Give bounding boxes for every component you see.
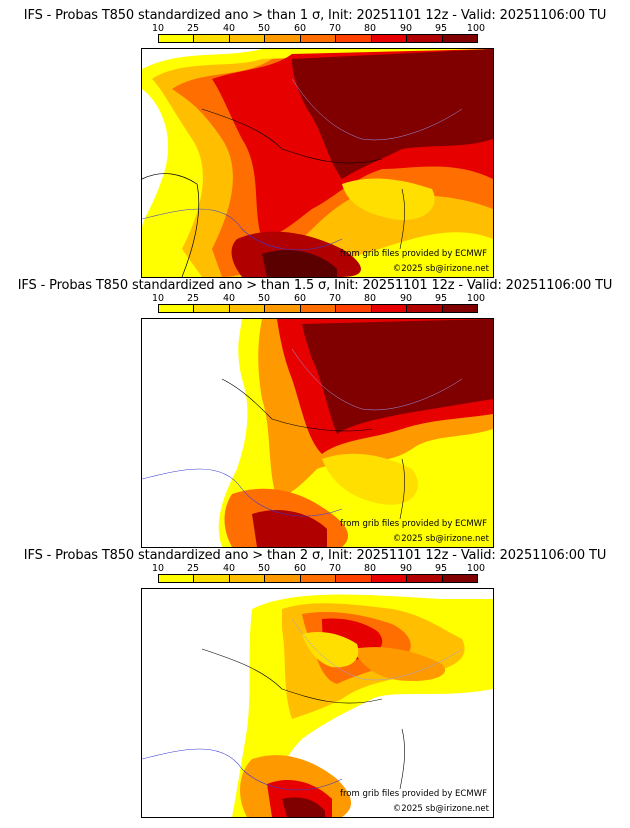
colorbar-label: 100 — [466, 563, 486, 574]
colorbar-swatch — [300, 305, 337, 312]
colorbar-swatch — [442, 305, 477, 312]
colorbar-label: 90 — [399, 563, 413, 574]
colorbar-swatch — [442, 575, 477, 582]
colorbar-label: 10 — [151, 563, 165, 574]
colorbar-label: 70 — [328, 293, 342, 304]
colorbar-label: 40 — [222, 23, 236, 34]
map-panel-2: IFS - Probas T850 standardized ano > tha… — [0, 278, 630, 548]
colorbar-label: 60 — [293, 563, 307, 574]
colorbar-swatch — [300, 575, 337, 582]
colorbar-swatch — [407, 35, 443, 42]
colorbar-label: 100 — [466, 293, 486, 304]
colorbar-label: 95 — [434, 23, 448, 34]
colorbar-swatch — [371, 305, 408, 312]
credit-copyright: ©2025 sb@irizone.net — [392, 264, 489, 274]
credit-copyright: ©2025 sb@irizone.net — [392, 534, 489, 544]
colorbar-swatch — [407, 305, 443, 312]
colorbar-swatch — [265, 575, 301, 582]
colorbar-swatch — [336, 35, 372, 42]
colorbar-label: 50 — [257, 293, 271, 304]
colorbar-label: 70 — [328, 563, 342, 574]
colorbar-label: 80 — [363, 23, 377, 34]
credit-source: from grib files provided by ECMWF — [340, 249, 487, 259]
map-canvas — [142, 49, 493, 277]
colorbar-label: 80 — [363, 563, 377, 574]
colorbar-label: 25 — [186, 293, 200, 304]
colorbar-swatch — [229, 575, 266, 582]
credit-copyright: ©2025 sb@irizone.net — [392, 804, 489, 814]
colorbar-swatch — [229, 35, 266, 42]
colorbar-label: 95 — [434, 563, 448, 574]
map-panel-3: IFS - Probas T850 standardized ano > tha… — [0, 548, 630, 818]
colorbar-label: 10 — [151, 23, 165, 34]
colorbar-label: 50 — [257, 563, 271, 574]
colorbar-label: 100 — [466, 23, 486, 34]
colorbar-swatch — [265, 305, 301, 312]
map-panel-1: IFS - Probas T850 standardized ano > tha… — [0, 8, 630, 278]
panel-title: IFS - Probas T850 standardized ano > tha… — [23, 548, 607, 563]
colorbar-label: 70 — [328, 23, 342, 34]
map-canvas — [142, 319, 493, 547]
colorbar-label: 25 — [186, 23, 200, 34]
panel-title: IFS - Probas T850 standardized ano > tha… — [23, 8, 607, 23]
colorbar — [158, 34, 478, 43]
colorbar-label: 10 — [151, 293, 165, 304]
colorbar-swatch — [194, 35, 230, 42]
colorbar-label: 90 — [399, 293, 413, 304]
colorbar-label: 60 — [293, 23, 307, 34]
colorbar-swatch — [194, 305, 230, 312]
colorbar-label: 40 — [222, 563, 236, 574]
map-canvas — [142, 589, 493, 817]
colorbar-label: 80 — [363, 293, 377, 304]
probability-map: from grib files provided by ECMWF ©2025 … — [141, 588, 494, 818]
colorbar-swatch — [336, 305, 372, 312]
colorbar-swatch — [159, 35, 195, 42]
credit-source: from grib files provided by ECMWF — [340, 789, 487, 799]
colorbar-label: 95 — [434, 293, 448, 304]
colorbar-swatch — [159, 575, 195, 582]
colorbar-label: 25 — [186, 563, 200, 574]
colorbar-swatch — [300, 35, 337, 42]
colorbar-swatch — [442, 35, 477, 42]
colorbar-labels: 10 25 40 50 60 70 80 90 95 100 — [150, 563, 495, 575]
credit-source: from grib files provided by ECMWF — [340, 519, 487, 529]
colorbar-swatch — [371, 575, 408, 582]
panel-title: IFS - Probas T850 standardized ano > tha… — [17, 278, 613, 293]
colorbar-label: 60 — [293, 293, 307, 304]
colorbar-swatch — [336, 575, 372, 582]
colorbar-swatch — [229, 305, 266, 312]
colorbar-swatch — [194, 575, 230, 582]
colorbar-swatch — [265, 35, 301, 42]
colorbar-swatch — [159, 305, 195, 312]
colorbar-swatch — [407, 575, 443, 582]
probability-map: from grib files provided by ECMWF ©2025 … — [141, 48, 494, 278]
colorbar-swatch — [371, 35, 408, 42]
colorbar-labels: 10 25 40 50 60 70 80 90 95 100 — [150, 293, 495, 305]
colorbar-label: 90 — [399, 23, 413, 34]
colorbar — [158, 574, 478, 583]
colorbar-labels: 10 25 40 50 60 70 80 90 95 100 — [150, 23, 495, 35]
colorbar — [158, 304, 478, 313]
colorbar-label: 40 — [222, 293, 236, 304]
colorbar-label: 50 — [257, 23, 271, 34]
probability-map: from grib files provided by ECMWF ©2025 … — [141, 318, 494, 548]
